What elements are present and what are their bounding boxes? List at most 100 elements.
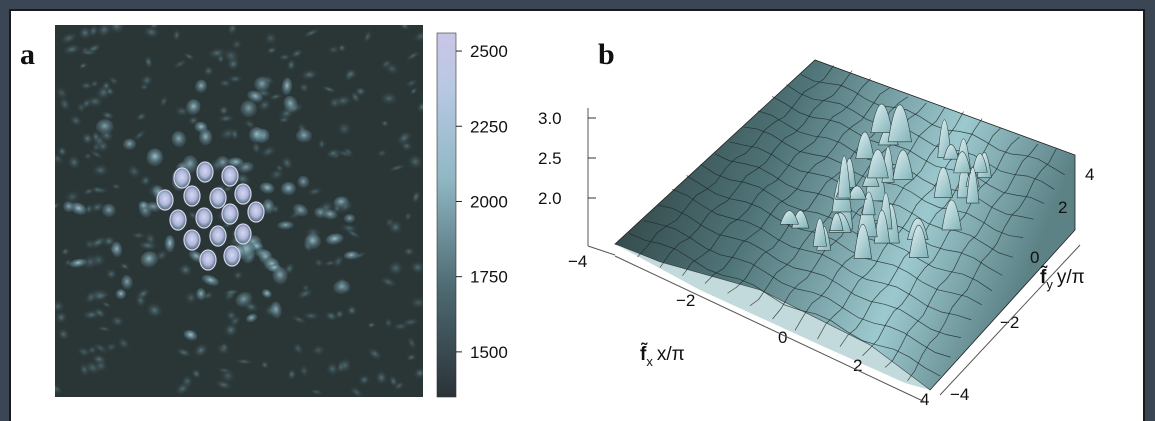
heatmap-speckle (232, 269, 244, 281)
heatmap-peak (115, 289, 127, 300)
heatmap-bright-peak (195, 207, 213, 229)
heatmap-speckle (183, 52, 196, 61)
heatmap-bright-peak (247, 201, 265, 223)
heatmap-peak (140, 251, 158, 268)
surface-gridline (657, 204, 962, 338)
heatmap-speckle (159, 95, 169, 108)
heatmap-speckle (404, 78, 419, 88)
x-tick-label: 2 (853, 356, 862, 375)
heatmap-speckle (184, 290, 198, 305)
heatmap-speckle (409, 260, 423, 275)
heatmap-peak (198, 129, 213, 146)
heatmap-speckle (175, 347, 192, 358)
heatmap-peak (146, 148, 163, 167)
heatmap-speckle (66, 154, 82, 170)
heatmap-speckle (59, 31, 79, 45)
surface-gridline (800, 74, 1065, 175)
surface-gridline (672, 188, 972, 321)
heatmap-speckle (90, 252, 107, 268)
heatmap-speckle (388, 219, 404, 235)
surface-peak (829, 212, 844, 232)
x-axis-label: f̃x x/π (640, 342, 685, 369)
heatmap-peak (69, 258, 87, 268)
box-edge-x (587, 245, 616, 256)
heatmap-speckle (139, 174, 152, 187)
heatmap-speckle (89, 235, 108, 249)
surface-peak (953, 151, 972, 174)
heatmap-speckle (337, 43, 347, 53)
heatmap-speckle (313, 257, 325, 268)
heatmap-speckle (358, 374, 371, 386)
heatmap-peak (121, 275, 133, 290)
heatmap-peak (333, 196, 349, 208)
heatmap-speckle (100, 110, 115, 121)
heatmap-speckle (119, 262, 130, 271)
heatmap-speckle (411, 189, 421, 204)
heatmap-peak (247, 90, 263, 103)
heatmap-speckle (268, 93, 283, 101)
heatmap-speckle (126, 164, 142, 179)
heatmap-speckle (93, 307, 107, 319)
heatmap-speckle (403, 211, 413, 222)
heatmap-speckle (222, 289, 241, 296)
heatmap-peak (171, 131, 187, 148)
heatmap-speckle (230, 127, 240, 141)
heatmap-speckle (62, 43, 82, 55)
x-tick-label: 0 (778, 328, 787, 347)
heatmap-speckle (379, 91, 399, 106)
heatmap-speckle (384, 317, 393, 329)
panel-b-label: b (598, 38, 615, 71)
heatmap-speckle (63, 189, 82, 204)
heatmap-speckle (96, 325, 113, 333)
heatmap-bright-peak (209, 225, 227, 247)
heatmap-speckle (191, 368, 202, 379)
heatmap-peak (235, 291, 253, 308)
colorbar-tick-label: 1500 (470, 343, 508, 362)
heatmap-peak (183, 329, 198, 341)
heatmap-speckle (101, 80, 112, 91)
heatmap-peak (246, 313, 258, 323)
surface-peak (966, 167, 980, 204)
heatmap-peak (322, 209, 338, 220)
heatmap-speckle (221, 47, 241, 64)
heatmap-speckle (321, 85, 337, 94)
heatmap-peak (195, 288, 206, 301)
heatmap-speckle (324, 310, 339, 322)
heatmap-speckle (280, 155, 294, 171)
heatmap-speckle (231, 38, 243, 50)
surface-gridline (714, 153, 1003, 276)
heatmap-speckle (154, 249, 169, 262)
heatmap-speckle (140, 73, 154, 87)
heatmap-speckle (82, 187, 95, 196)
y-tick-label: 2 (1058, 198, 1067, 217)
heatmap-peak (254, 76, 271, 93)
heatmap-peak (292, 203, 308, 217)
heatmap-speckle (218, 105, 230, 116)
heatmap-speckle (296, 288, 315, 300)
heatmap-speckle (260, 360, 270, 370)
heatmap-speckle (266, 46, 278, 55)
heatmap-speckle (187, 210, 198, 220)
heatmap-peak (95, 119, 114, 135)
heatmap-speckle (376, 148, 388, 158)
heatmap-peak (281, 77, 293, 96)
heatmap-speckle (91, 130, 101, 143)
heatmap-speckle (366, 321, 376, 329)
surface-peak (866, 149, 889, 179)
surface-gridline (907, 148, 1057, 382)
heatmap-speckle (404, 50, 421, 62)
surface-peak (812, 218, 827, 247)
heatmap-speckle (259, 144, 277, 159)
heatmap-speckle (227, 74, 243, 84)
heatmap-speckle (306, 186, 323, 197)
colorbar-ticks: 2500 2250 2000 1750 1500 (456, 42, 508, 362)
surface-peak (853, 223, 872, 259)
heatmap-speckle (96, 25, 113, 38)
heatmap-speckle (309, 388, 324, 396)
heatmap-peak (240, 100, 257, 118)
heatmap-speckle (57, 327, 70, 341)
heatmap-speckle (340, 223, 359, 233)
z-tick-label: 3.0 (538, 109, 562, 128)
